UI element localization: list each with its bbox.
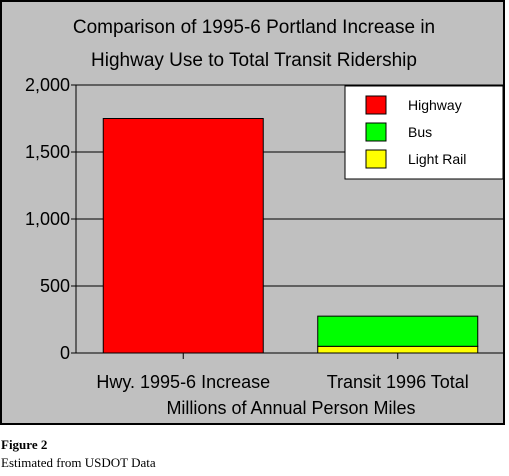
x-category-label: Transit 1996 Total	[327, 372, 469, 392]
bar-highway	[102, 118, 264, 354]
y-tick-label: 500	[40, 276, 70, 296]
bar-light-rail	[317, 345, 479, 354]
bar-bus	[317, 315, 479, 347]
legend-swatch	[365, 149, 387, 169]
y-tick-label: 1,500	[25, 142, 70, 162]
x-category-label: Hwy. 1995-6 Increase	[96, 372, 270, 392]
legend-swatch	[365, 95, 387, 115]
x-category-labels: Hwy. 1995-6 Increase Transit 1996 Total	[96, 372, 468, 392]
y-tick-label: 1,000	[25, 209, 70, 229]
chart-svg: Comparison of 1995-6 Portland Increase i…	[25, 17, 505, 418]
y-tick-label: 0	[60, 343, 70, 363]
legend-label: Light Rail	[408, 151, 466, 167]
chart-title-line-1: Comparison of 1995-6 Portland Increase i…	[73, 17, 435, 38]
legend: Highway Bus Light Rail	[344, 85, 504, 180]
y-tick-labels: 0 500 1,000 1,500 2,000	[25, 75, 70, 363]
axes	[75, 85, 505, 359]
legend-label: Highway	[408, 97, 462, 113]
y-tick-label: 2,000	[25, 75, 70, 95]
legend-swatch	[365, 122, 387, 142]
legend-label: Bus	[408, 124, 432, 140]
chart-title: Comparison of 1995-6 Portland Increase i…	[73, 17, 435, 71]
figure-label: Figure 2	[1, 437, 48, 452]
figure-source: Estimated from USDOT Data	[1, 455, 156, 470]
chart-title-line-2: Highway Use to Total Transit Ridership	[91, 50, 417, 71]
x-axis-label: Millions of Annual Person Miles	[166, 398, 415, 418]
bars	[102, 118, 479, 354]
